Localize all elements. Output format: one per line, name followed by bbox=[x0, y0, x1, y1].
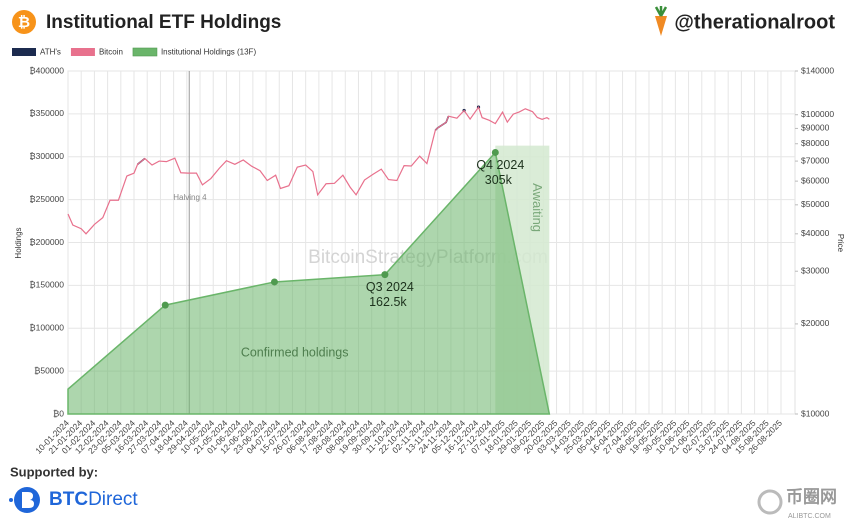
carrot-icon bbox=[654, 6, 668, 36]
y2-tick-label: $70000 bbox=[801, 155, 830, 165]
btcdirect-icon-mark bbox=[22, 492, 34, 508]
y2-tick-label: $40000 bbox=[801, 228, 830, 238]
value-label: 305k bbox=[485, 173, 513, 187]
y-tick-label: ₿350000 bbox=[29, 108, 64, 118]
holdings-marker bbox=[161, 301, 169, 309]
y2-tick-label: $100000 bbox=[801, 109, 834, 119]
y2-axis-title: Price bbox=[836, 234, 845, 253]
legend-label: Institutional Holdings (13F) bbox=[161, 48, 256, 57]
carrot-body bbox=[655, 16, 667, 36]
bitcoin-logo bbox=[12, 10, 36, 34]
y-tick-label: ₿400000 bbox=[29, 65, 64, 75]
supported-by: Supported by: bbox=[10, 464, 98, 479]
y-tick-label: ₿100000 bbox=[29, 323, 64, 333]
legend-swatch bbox=[12, 48, 36, 56]
page-title: Institutional ETF Holdings bbox=[46, 12, 281, 33]
y2-tick-label: $10000 bbox=[801, 408, 830, 418]
y2-tick-label: $50000 bbox=[801, 199, 830, 209]
y2-tick-label: $90000 bbox=[801, 123, 830, 133]
legend: ATH's Bitcoin Institutional Holdings (13F) bbox=[12, 48, 256, 57]
annotation-label: Halving 4 bbox=[173, 193, 207, 202]
y2-tick-label: $30000 bbox=[801, 265, 830, 275]
y2-tick-label: $20000 bbox=[801, 318, 830, 328]
site-url: ALIBTC.COM bbox=[788, 513, 831, 520]
y-tick-label: ₿250000 bbox=[29, 194, 64, 204]
y2-tick-label: $60000 bbox=[801, 175, 830, 185]
holdings-marker bbox=[381, 271, 389, 279]
btcdirect-dot bbox=[9, 498, 13, 502]
point-title: Q3 2024 bbox=[366, 280, 414, 294]
y2-tick-label: $80000 bbox=[801, 138, 830, 148]
legend-swatch bbox=[132, 47, 158, 57]
site-name: 币圈网 bbox=[786, 487, 837, 506]
sponsor-name: BTCDirect bbox=[49, 489, 138, 510]
carrot-leaves bbox=[654, 6, 668, 17]
y-tick-label: ₿200000 bbox=[29, 237, 64, 247]
y-tick-label: ₿300000 bbox=[29, 151, 64, 161]
area-label: Confirmed holdings bbox=[241, 345, 349, 359]
plot-area: ₿0 ₿50000 ₿100000 ₿150000 ₿200000 ₿250000 ₿300… bbox=[14, 65, 845, 456]
sponsor-rest: Direct bbox=[88, 489, 138, 510]
price-line bbox=[67, 105, 550, 235]
site-logo bbox=[757, 489, 783, 515]
legend-swatch bbox=[70, 48, 95, 56]
point-title: Q4 2024 bbox=[476, 158, 524, 172]
handle: @therationalroot bbox=[674, 11, 835, 33]
y-tick-label: ₿0 bbox=[53, 408, 64, 418]
sponsor-bold: BTC bbox=[49, 489, 88, 510]
legend-label: ATH's bbox=[40, 48, 61, 57]
y-tick-label: ₿50000 bbox=[34, 365, 64, 375]
bitcoin-logo-symbol: ₿ bbox=[18, 14, 30, 31]
holdings-area bbox=[67, 150, 551, 415]
value-label: 162.5k bbox=[369, 295, 407, 309]
y-axis-title: Holdings bbox=[14, 227, 23, 258]
holdings-marker bbox=[270, 278, 278, 286]
btcdirect-logo bbox=[9, 487, 40, 513]
legend-label: Bitcoin bbox=[99, 48, 123, 57]
y2-tick-label: $140000 bbox=[801, 65, 834, 75]
holdings-marker bbox=[491, 148, 499, 156]
awaiting-label: Awaiting bbox=[530, 183, 545, 232]
y-tick-label: ₿150000 bbox=[29, 280, 64, 290]
